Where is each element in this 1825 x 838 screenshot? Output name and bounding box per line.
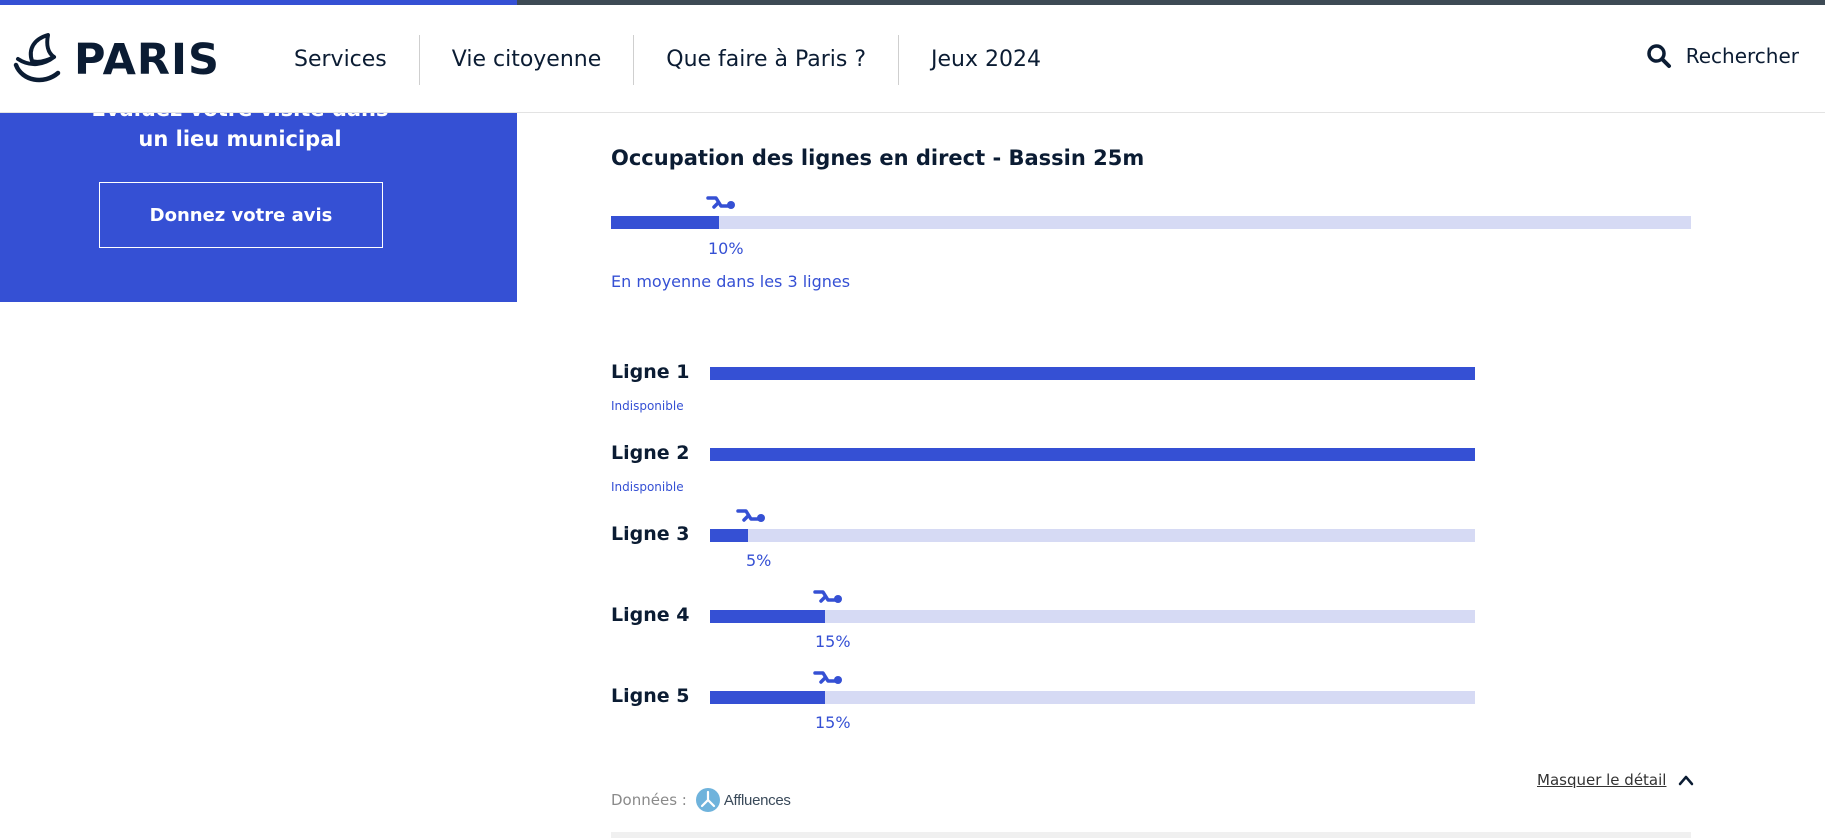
lane-1-status: Indisponible [611, 399, 684, 413]
lane-3-track [710, 529, 1475, 542]
site-header: PARIS Services Vie citoyenne Que faire à… [0, 5, 1825, 113]
nav-divider [418, 35, 420, 85]
lane-5-fill [710, 691, 825, 704]
data-source: Données : Affluences [611, 787, 791, 813]
logo-text: PARIS [74, 35, 220, 85]
lane-5-label: Ligne 5 [611, 685, 690, 707]
data-source-label: Données : [611, 791, 687, 809]
top-strip [0, 0, 1825, 5]
lane-1-track [710, 367, 1475, 380]
nav-vie-citoyenne[interactable]: Vie citoyenne [451, 47, 602, 72]
search-icon [1646, 44, 1671, 68]
content-divider [611, 832, 1691, 838]
lane-3-label: Ligne 3 [611, 523, 690, 545]
lane-4-percent: 15% [815, 632, 851, 651]
affluences-name: Affluences [723, 791, 791, 809]
average-occupancy-percent: 10% [708, 239, 744, 258]
swimmer-icon [706, 196, 735, 209]
main-nav: Services Vie citoyenne Que faire à Paris… [262, 35, 1073, 85]
hide-detail-toggle[interactable]: Masquer le détail [1537, 771, 1694, 789]
average-occupancy-track [611, 216, 1691, 229]
lane-1-label: Ligne 1 [611, 361, 690, 383]
nav-jeux-2024[interactable]: Jeux 2024 [931, 47, 1041, 72]
average-occupancy-fill [611, 216, 719, 229]
give-feedback-button[interactable]: Donnez votre avis [99, 182, 383, 248]
lane-4-label: Ligne 4 [611, 604, 690, 626]
lane-4-fill [710, 610, 825, 623]
lane-3-fill [710, 529, 749, 542]
lane-4-track [710, 610, 1475, 623]
paris-ship-icon [13, 33, 61, 83]
nav-que-faire[interactable]: Que faire à Paris ? [666, 47, 867, 72]
nav-services[interactable]: Services [294, 47, 387, 72]
swimmer-icon [813, 590, 842, 603]
average-occupancy-caption: En moyenne dans les 3 lignes [611, 272, 851, 291]
lane-3-percent: 5% [746, 551, 772, 570]
lane-5-track [710, 691, 1475, 704]
nav-divider [633, 35, 635, 85]
hide-detail-label: Masquer le détail [1537, 771, 1667, 789]
search-label: Rechercher [1685, 44, 1799, 68]
paris-logo[interactable]: PARIS [10, 31, 220, 89]
promo-text: un lieu municipal [138, 127, 342, 151]
affluences-logo: Affluences [695, 787, 791, 813]
search-button[interactable]: Rechercher [1646, 43, 1799, 69]
lane-2-track [710, 448, 1475, 461]
lane-2-status: Indisponible [611, 480, 684, 494]
occupancy-title: Occupation des lignes en direct - Bassin… [611, 146, 1145, 170]
nav-divider [898, 35, 900, 85]
lane-5-percent: 15% [815, 713, 851, 732]
chevron-up-icon [1679, 775, 1694, 786]
affluences-icon [695, 788, 720, 812]
lane-2-label: Ligne 2 [611, 442, 690, 464]
swimmer-icon [813, 671, 842, 684]
swimmer-icon [736, 509, 765, 522]
